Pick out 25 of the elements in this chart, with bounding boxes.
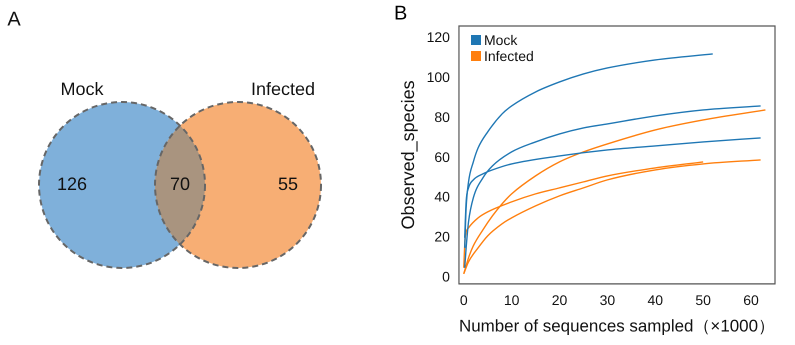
x-tick-label: 30 (600, 292, 616, 308)
legend-label: Mock (484, 32, 518, 48)
text: A (7, 8, 22, 30)
category-label: Mock (60, 78, 104, 99)
y-tick-label: 20 (434, 228, 450, 245)
x-tick-label: 50 (695, 292, 712, 308)
y-tick-label: 100 (426, 68, 450, 85)
y-tick-label: 80 (434, 108, 450, 125)
x-tick-label: 10 (504, 292, 520, 308)
y-axis-title: Observed_species (398, 80, 418, 230)
y-tick-label: 40 (434, 188, 450, 205)
x-tick-label: 60 (743, 292, 760, 308)
category-label: Infected (250, 78, 316, 99)
x-tick-label: 40 (648, 292, 664, 308)
y-tick-label: 120 (426, 28, 450, 45)
x-tick-label: 20 (552, 292, 568, 308)
data-label: 70 (170, 174, 190, 194)
legend-label: Infected (484, 48, 534, 64)
data-label: 55 (278, 174, 298, 194)
x-tick-label: 0 (460, 292, 468, 308)
y-tick-label: 0 (442, 268, 450, 285)
y-tick-label: 60 (434, 148, 450, 165)
data-label: 126 (56, 174, 88, 194)
chart-title: B (394, 2, 408, 25)
x-axis-title: Number of sequences sampled（×1000） (458, 316, 775, 336)
